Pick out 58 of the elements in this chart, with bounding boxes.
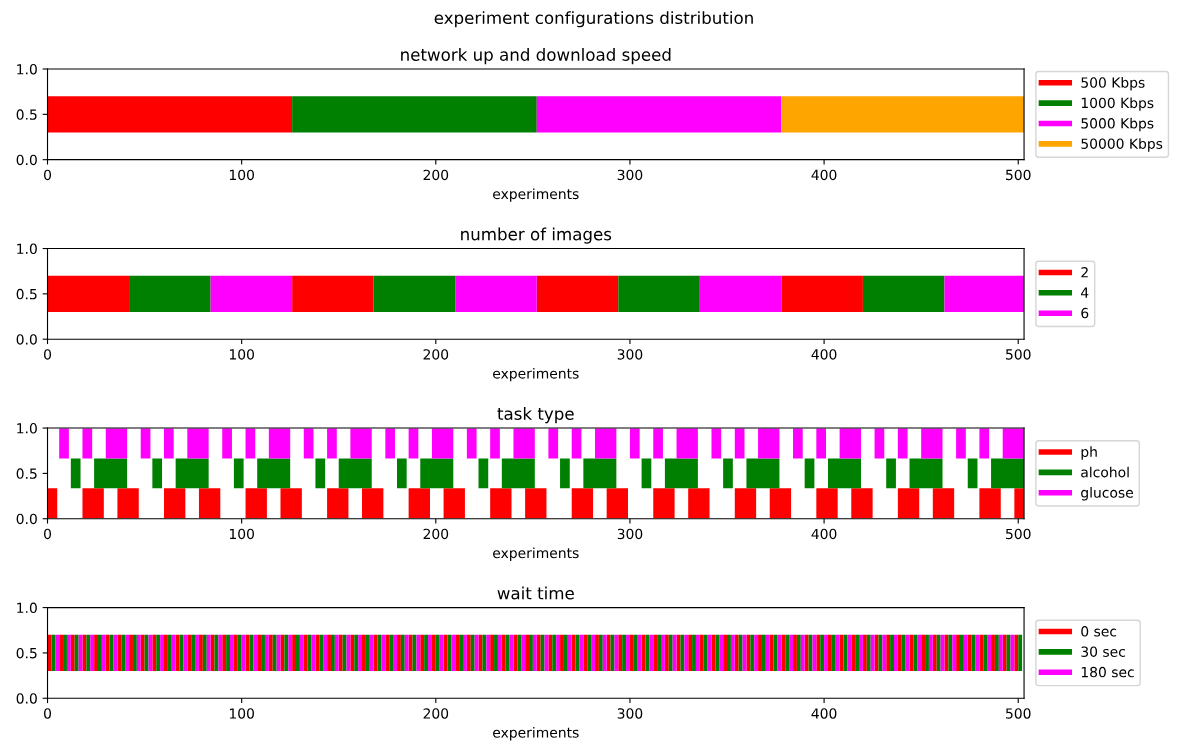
legend-label: 2 (1081, 267, 1088, 278)
x-tick-label: 0 (44, 528, 52, 540)
x-tick-label: 200 (423, 169, 449, 181)
x-tick-label: 0 (44, 169, 52, 181)
y-tick-label: 1.0 (17, 423, 37, 434)
legend-label: glucose (1081, 487, 1133, 501)
x-tick-label: 500 (1006, 349, 1031, 360)
chart-title: number of images (461, 227, 612, 244)
y-tick-label: 1.0 (17, 63, 37, 75)
y-tick-label: 1.0 (17, 602, 37, 614)
legend-label: 50000 Kbps (1081, 138, 1163, 152)
y-tick-label: 0.5 (16, 288, 37, 300)
y-tick-label: 1.0 (17, 243, 37, 255)
x-axis-title: experiments (493, 367, 579, 382)
x-tick-label: 500 (1006, 528, 1031, 540)
x-tick-label: 400 (811, 169, 837, 181)
legend-label: 180 sec (1081, 666, 1134, 678)
x-tick-label: 200 (423, 708, 449, 719)
legend-label: 30 sec (1081, 646, 1125, 657)
x-tick-label: 200 (423, 349, 449, 360)
legend-label: 4 (1081, 287, 1089, 298)
x-tick-label: 500 (1006, 708, 1031, 719)
legend-label: alcohol (1081, 466, 1129, 478)
y-tick-label: 0.5 (16, 647, 37, 659)
x-axis-title: experiments (493, 726, 579, 741)
x-axis-title: experiments (493, 188, 579, 202)
x-tick-label: 0 (44, 708, 52, 719)
x-tick-label: 400 (811, 349, 837, 360)
legend-label: ph (1081, 446, 1097, 460)
x-tick-label: 100 (229, 349, 254, 360)
y-tick-label: 0.0 (16, 513, 37, 525)
text: experiment configurations distribution (434, 11, 753, 28)
x-tick-label: 100 (229, 708, 254, 719)
x-tick-label: 200 (423, 528, 449, 540)
x-tick-label: 300 (617, 708, 643, 719)
y-tick-label: 0.5 (16, 468, 37, 479)
x-tick-label: 400 (811, 708, 837, 719)
y-tick-label: 0.5 (16, 109, 37, 120)
x-tick-label: 400 (811, 528, 837, 540)
x-axis-title: experiments (493, 547, 579, 561)
legend-label: 5000 Kbps (1081, 117, 1154, 132)
legend-label: 0 sec (1081, 626, 1117, 637)
x-tick-label: 100 (229, 528, 254, 540)
x-tick-label: 300 (617, 528, 643, 540)
legend-label: 6 (1081, 307, 1089, 319)
x-tick-label: 100 (229, 169, 254, 181)
y-tick-label: 0.0 (16, 334, 37, 345)
y-tick-label: 0.0 (16, 693, 37, 704)
x-tick-label: 300 (617, 349, 643, 360)
legend-label: 500 Kbps (1081, 77, 1145, 91)
chart-title: wait time (497, 586, 574, 600)
legend-label: 1000 Kbps (1081, 97, 1154, 111)
chart-title: network up and download speed (401, 48, 671, 65)
x-tick-label: 300 (617, 169, 643, 181)
chart-title: task type (497, 407, 574, 424)
x-tick-label: 0 (44, 349, 52, 360)
x-tick-label: 500 (1006, 169, 1031, 181)
y-tick-label: 0.0 (16, 154, 37, 166)
